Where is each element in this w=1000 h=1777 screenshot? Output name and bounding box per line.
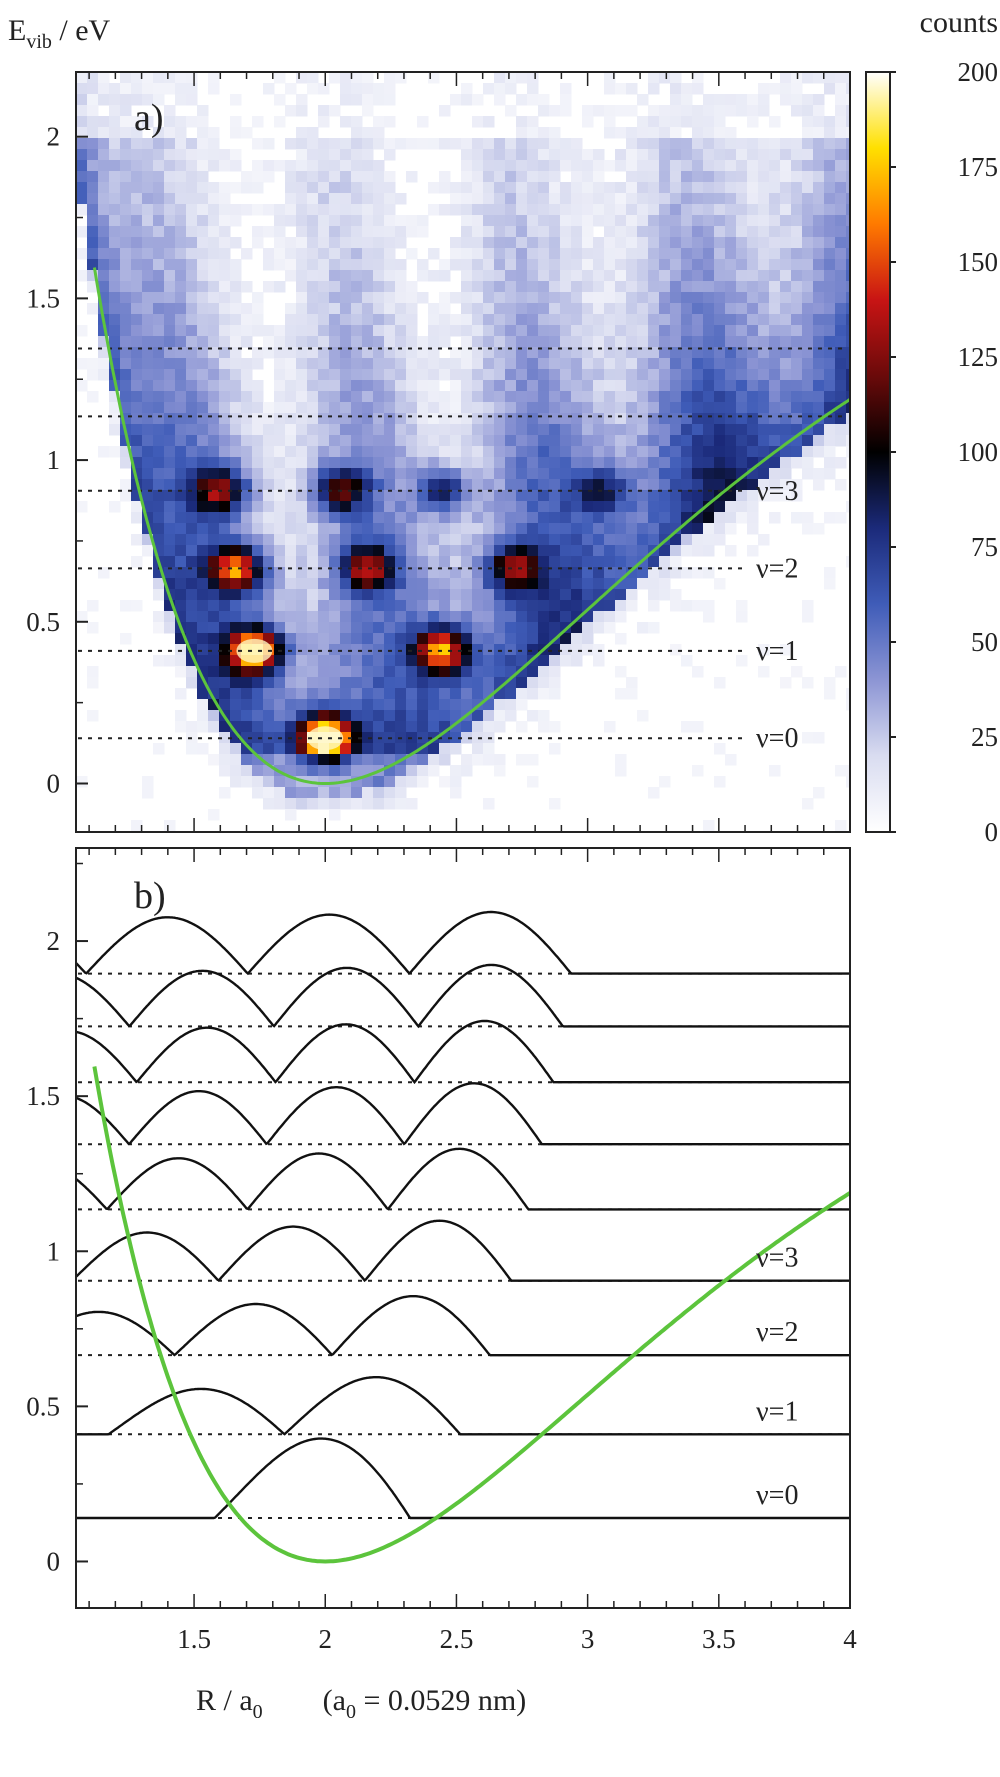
x-tick-label: 1.5 [177,1624,211,1654]
y-tick-label: 2 [47,122,61,152]
colorbar-tick-label: 25 [971,722,998,752]
level-label: ν=1 [756,1396,798,1427]
colorbar-tick-label: 125 [958,342,999,372]
plot-frame-b [75,847,851,1609]
colorbar-tick-label: 175 [958,152,999,182]
energy-levels-b [78,972,848,1520]
panel-label-b: b) [134,875,166,917]
level-label: ν=3 [756,476,798,507]
y-tick-label: 2 [47,926,61,956]
panel-a: 0 0.5 1 1.5 2 a) ν=0 ν=1 ν=2 ν=3 Evib / eV [8,14,851,833]
colorbar-tick-label: 100 [958,437,999,467]
colorbar-scale [865,71,891,833]
y-tick-label: 1.5 [26,283,60,313]
level-labels-b: ν=0 ν=1 ν=2 ν=3 [756,1243,798,1511]
y-tick-label: 0 [47,1546,61,1576]
colorbar-tick-label: 75 [971,532,998,562]
potential-curve-b [92,1066,850,1564]
level-labels-a: ν=0 ν=1 ν=2 ν=3 [756,476,798,754]
wavefunction-line [76,1437,850,1520]
x-tick-label: 2.5 [440,1624,474,1654]
y-axis-b: 0 0.5 1 1.5 2 [26,862,88,1576]
level-label: ν=1 [756,636,798,667]
wavefunction-line [76,1147,850,1211]
level-label: ν=3 [756,1243,798,1274]
panel-b: 0 0.5 1 1.5 2 1.5 2 2.5 3 3.5 4 b) ν=0 ν=1 ν=2 ν=3 R… [26,847,857,1723]
x-tick-label: 3.5 [702,1624,736,1654]
y-axis-title: Evib / eV [8,14,111,53]
wavefunction-line [76,1376,850,1436]
panel-label-a: a) [134,97,164,139]
level-label: ν=2 [756,1317,798,1348]
colorbar: counts 0 25 50 75 100 125 150 175 200 [865,6,998,847]
x-tick-label: 3 [581,1624,595,1654]
y-tick-label: 1 [47,1236,61,1266]
x-tick-label: 4 [843,1624,857,1654]
y-tick-label: 1.5 [26,1081,60,1111]
heatmap-density [76,72,850,832]
y-tick-label: 0 [47,768,61,798]
level-label: ν=2 [756,553,798,584]
wavefunction-line [76,910,850,976]
plot-frame-a [75,71,851,833]
colorbar-tick-label: 50 [971,627,998,657]
y-axis-a: 0 0.5 1 1.5 2 [26,122,88,798]
colorbar-tick-label: 200 [958,57,999,87]
colorbar-tick-label: 0 [985,817,999,847]
colorbar-title: counts [920,6,998,39]
x-minor-ticks-a [88,72,851,832]
x-axis-b: 1.5 2 2.5 3 3.5 4 [88,848,857,1654]
potential-curve-a [92,267,850,785]
energy-levels-a [78,347,848,740]
wavefunction-line [76,1295,850,1357]
x-tick-label: 2 [319,1624,333,1654]
wavefunctions [76,910,850,1520]
y-tick-label: 1 [47,445,61,475]
y-tick-label: 0.5 [26,607,60,637]
colorbar-tick-label: 150 [958,247,999,277]
wavefunction-line [76,1082,850,1146]
wavefunction-line [76,963,850,1029]
level-label: ν=0 [756,1480,798,1511]
colorbar-ticks: 0 25 50 75 100 125 150 175 200 [890,57,998,847]
wavefunction-line [76,1019,850,1085]
x-axis-title: R / a0 (a0 = 0.0529 nm) [196,1684,526,1723]
level-label: ν=0 [756,723,798,754]
y-tick-label: 0.5 [26,1391,60,1421]
